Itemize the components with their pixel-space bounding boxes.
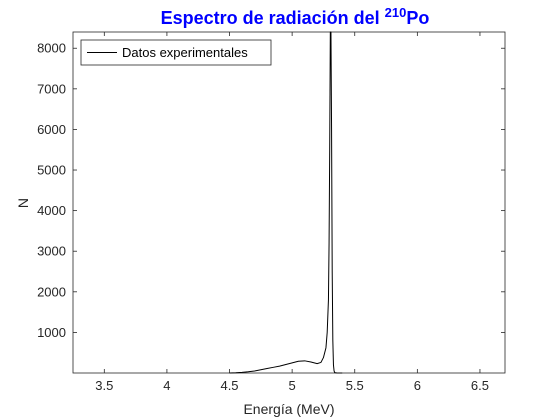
y-tick-label: 4000 xyxy=(37,203,66,218)
y-axis-ticks: 1000 2000 3000 4000 5000 6000 7000 8000 xyxy=(37,41,505,340)
chart-title: Espectro de radiación del 210Po xyxy=(161,5,430,28)
x-tick-label: 5.5 xyxy=(346,378,364,393)
y-tick-label: 1000 xyxy=(37,325,66,340)
y-tick-label: 6000 xyxy=(37,122,66,137)
x-tick-label: 4 xyxy=(163,378,170,393)
y-tick-label: 3000 xyxy=(37,244,66,259)
chart-title-superscript: 210 xyxy=(385,5,407,20)
series-group xyxy=(229,31,343,374)
legend: Datos experimentales xyxy=(80,39,272,66)
x-tick-label: 4.5 xyxy=(220,378,238,393)
x-tick-label: 3.5 xyxy=(95,378,113,393)
x-axis-label: Energía (MeV) xyxy=(243,401,334,417)
y-tick-label: 8000 xyxy=(37,41,66,56)
chart-title-main: Espectro de radiación del xyxy=(161,8,385,28)
x-tick-label: 6 xyxy=(414,378,421,393)
x-tick-label: 6.5 xyxy=(471,378,489,393)
legend-entry-label: Datos experimentales xyxy=(122,45,248,60)
y-tick-label: 7000 xyxy=(37,81,66,96)
plot-area xyxy=(72,31,506,374)
chart-title-suffix: Po xyxy=(406,8,429,28)
series-line-datos-experimentales xyxy=(229,31,343,374)
y-tick-label: 2000 xyxy=(37,284,66,299)
chart-title-text: Espectro de radiación del 210Po xyxy=(161,5,430,28)
x-tick-label: 5 xyxy=(289,378,296,393)
y-axis-label: N xyxy=(15,198,31,208)
y-tick-label: 5000 xyxy=(37,163,66,178)
x-axis-ticks: 3.5 4 4.5 5 5.5 6 6.5 xyxy=(95,32,489,393)
